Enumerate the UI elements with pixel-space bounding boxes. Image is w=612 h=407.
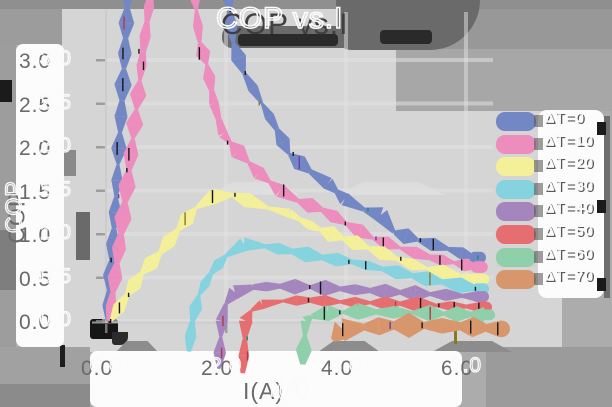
legend-shadow xyxy=(597,278,606,291)
legend-label: ΔT=50 xyxy=(543,222,595,241)
legend: ΔT=0 ΔT=10 ΔT=20 ΔT=30 ΔT=40 ΔT=50 ΔT=60 ΔT=70 xyxy=(494,108,612,304)
x-tick-label: 0.0 xyxy=(78,353,134,380)
x-axis-label: I(A) xyxy=(240,375,340,405)
legend-smudge xyxy=(534,273,543,286)
background-patch xyxy=(0,80,12,102)
legend-shadow xyxy=(597,200,606,213)
y-tick-label: 2.5 xyxy=(16,90,72,117)
chart-title: COP vs.I xyxy=(215,1,349,41)
legend-smudge xyxy=(534,160,543,173)
x-tick-label: 2.0 xyxy=(198,353,254,380)
y-tick-label: 1.5 xyxy=(16,177,72,204)
legend-smudge xyxy=(534,137,543,150)
title-shadow xyxy=(380,30,432,44)
legend-smudge xyxy=(534,115,543,127)
legend-smudge xyxy=(534,228,543,240)
legend-swatch xyxy=(496,134,536,154)
legend-smudge xyxy=(534,250,543,263)
label-shadow xyxy=(60,345,65,367)
legend-swatch xyxy=(496,270,536,290)
y-tick-label: 1.0 xyxy=(16,220,72,247)
y-tick-label: 2.0 xyxy=(16,133,72,160)
stray-mark xyxy=(454,326,457,344)
background-patch xyxy=(0,384,90,407)
legend-shadow xyxy=(604,116,610,298)
legend-smudge xyxy=(534,182,543,195)
legend-swatch xyxy=(496,247,536,267)
legend-swatch xyxy=(496,202,536,222)
axis-shadow-bump xyxy=(432,341,512,352)
legend-label: ΔT=10 xyxy=(543,132,595,151)
legend-label: ΔT=20 xyxy=(543,154,595,173)
legend-label: ΔT=30 xyxy=(543,177,595,196)
legend-label: ΔT=60 xyxy=(543,245,595,264)
y-tick-label: 3.0 xyxy=(16,46,72,73)
axis-shadow-bump xyxy=(116,341,158,352)
legend-swatch xyxy=(496,112,536,131)
legend-swatch xyxy=(496,225,536,244)
label-shadow xyxy=(76,212,90,260)
origin-smudge xyxy=(90,319,118,339)
axis-shadow-bump xyxy=(318,341,380,352)
x-tick-label: 4.0 xyxy=(318,353,374,380)
legend-swatch xyxy=(496,179,536,199)
y-tick-label: 0.0 xyxy=(16,307,72,334)
legend-smudge xyxy=(534,205,543,218)
legend-shadow xyxy=(597,122,606,135)
background-patch xyxy=(0,9,62,45)
legend-label: ΔT=0 xyxy=(543,109,586,128)
legend-label: ΔT=40 xyxy=(543,199,595,218)
y-tick-label: 0.5 xyxy=(16,264,72,291)
background-patch xyxy=(486,347,612,407)
legend-label: ΔT=70 xyxy=(543,267,595,286)
origin-smudge xyxy=(112,332,128,345)
legend-swatch xyxy=(496,157,536,177)
x-tick-label: 6.0 xyxy=(438,353,494,380)
